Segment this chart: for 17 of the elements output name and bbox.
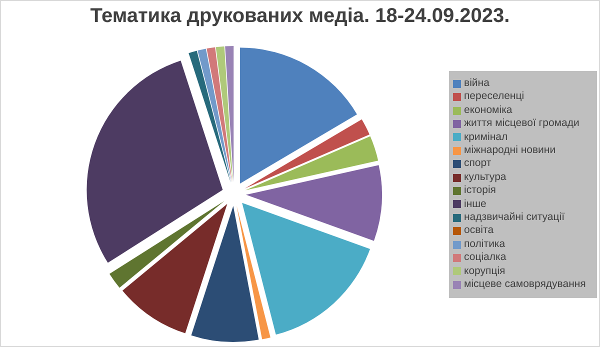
legend-label: історія — [464, 184, 496, 198]
legend-label: політика — [464, 238, 506, 252]
legend-label: економіка — [464, 104, 512, 118]
legend-label: освіта — [464, 224, 494, 238]
legend-label: культура — [464, 170, 506, 184]
legend-label: переселенці — [464, 90, 524, 104]
legend-label: міжнародні новини — [464, 144, 556, 158]
legend-label: життя місцевої громади — [464, 117, 580, 131]
legend-label: надзвичайні ситуації — [464, 211, 565, 224]
legend-label: корупція — [464, 264, 506, 278]
legend-label: війна — [464, 77, 490, 90]
legend-label: кримінал — [464, 130, 508, 144]
legend-label: інше — [464, 198, 486, 212]
legend-label: соціалка — [464, 251, 506, 265]
legend-label: спорт — [464, 157, 492, 171]
chart-title: Тематика друкованих медіа. 18-24.09.2023. — [89, 5, 511, 28]
legend-label: місцеве самоврядування — [464, 278, 586, 292]
